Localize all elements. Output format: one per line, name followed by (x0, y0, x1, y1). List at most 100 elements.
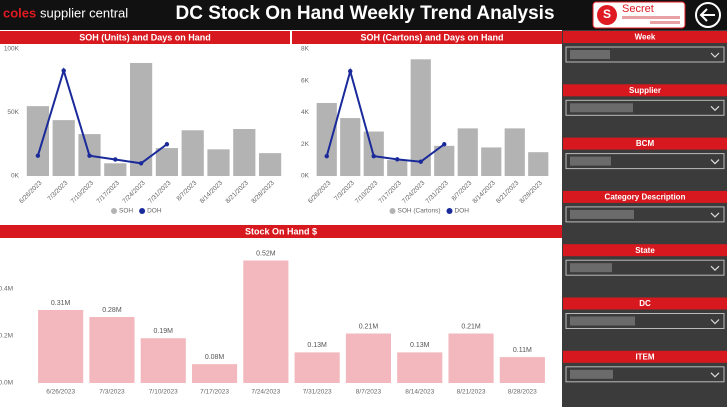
x-tick-label: 7/24/2023 (251, 389, 280, 396)
line-point (324, 153, 329, 159)
value-label: 0.08M (205, 354, 225, 361)
y-tick-label: 0K (301, 173, 310, 180)
filter-header (563, 297, 727, 310)
filter-label: Category Description (605, 193, 686, 202)
bar (233, 129, 256, 176)
bar (191, 364, 238, 383)
bar (130, 62, 153, 176)
y-tick-label: 50K (7, 109, 19, 116)
bar (89, 317, 135, 383)
chart-title: SOH (Units) and Days on Hand (79, 32, 211, 42)
filter-label: Week (635, 33, 656, 42)
dropdown-chevron (710, 159, 720, 165)
value-label: 0.13M (307, 342, 327, 349)
line-point (348, 69, 353, 74)
chart-title-bar (0, 225, 562, 238)
bar (243, 260, 289, 383)
value-label: 0.21M (461, 323, 481, 330)
filter-value-redacted (570, 263, 612, 273)
bar (504, 128, 525, 176)
line-point (395, 157, 400, 162)
bar (207, 149, 230, 176)
bar (345, 333, 392, 383)
filter-label: ITEM (635, 352, 654, 361)
x-tick-label: 7/3/2023 (99, 389, 125, 396)
line-point (164, 142, 170, 147)
filter-header (563, 84, 727, 97)
bar (340, 118, 361, 176)
badge-subline (622, 16, 680, 19)
legend-label: SOH (Cartons) (398, 208, 441, 215)
page-title: DC Stock On Hand Weekly Trend Analysis (175, 3, 554, 24)
filter-dropdown[interactable] (565, 153, 725, 170)
bar (481, 147, 502, 176)
bar (448, 333, 494, 383)
filter-dropdown[interactable] (565, 99, 725, 116)
line-point (113, 157, 118, 162)
line (36, 67, 168, 165)
dropdown-chevron (710, 105, 720, 112)
x-tick-label: 7/31/2023 (303, 389, 332, 396)
line (325, 67, 445, 163)
line-point (442, 142, 447, 147)
x-tick-label: 8/14/2023 (405, 389, 434, 396)
filter-dropdown[interactable] (565, 259, 725, 276)
x-tick-label: 7/17/2023 (200, 389, 229, 396)
filter-dropdown[interactable] (565, 206, 725, 223)
dropdown-chevron (710, 319, 720, 325)
filter-value-redacted (570, 50, 610, 59)
bar (181, 130, 204, 176)
chart-title-bar (292, 31, 562, 44)
bar (457, 128, 478, 176)
filter-value-redacted (570, 369, 613, 379)
y-tick-label: 0K (11, 173, 20, 180)
filter-label: Supplier (629, 86, 661, 95)
bar (104, 163, 127, 176)
value-label: 0.28M (102, 307, 122, 314)
line-point (371, 153, 376, 159)
filter-header (563, 31, 727, 43)
badge-text: Secret (622, 3, 654, 15)
line-point (61, 68, 66, 73)
filter-header (563, 350, 727, 363)
dropdown-chevron (710, 265, 720, 272)
y-tick-label: 0.4M (0, 285, 13, 292)
filter-dropdown[interactable] (565, 46, 725, 63)
y-tick-label: 4K (301, 109, 310, 116)
x-tick-label: 6/26/2023 (46, 389, 75, 396)
legend-label: DOH (147, 208, 162, 215)
logo-brand: coles (3, 5, 36, 20)
x-tick-label: 8/21/2023 (457, 389, 486, 396)
chart-title: Stock On Hand $ (245, 226, 317, 236)
x-tick-label: 8/28/2023 (508, 389, 537, 396)
filter-value-redacted (570, 103, 633, 113)
badge-subline (650, 21, 680, 24)
filter-value-redacted (570, 156, 611, 166)
back-button[interactable] (695, 2, 721, 28)
legend-label: SOH (119, 208, 133, 215)
filter-value-redacted (570, 209, 634, 219)
badge-icon-letter: S (603, 7, 611, 21)
filter-header (563, 137, 727, 150)
value-label: 0.21M (359, 323, 379, 330)
line-point (138, 161, 144, 166)
legend-marker (139, 208, 146, 214)
filter-dropdown[interactable] (565, 313, 725, 329)
line-point (418, 159, 423, 164)
filter-dropdown[interactable] (565, 366, 725, 383)
bar (397, 352, 443, 383)
y-tick-label: 8K (301, 46, 310, 53)
value-label: 0.19M (154, 328, 174, 335)
dropdown-chevron (710, 372, 720, 378)
value-label: 0.31M (51, 300, 71, 307)
bar (294, 352, 340, 383)
filter-label: DC (639, 299, 651, 308)
filter-header (563, 244, 727, 257)
back-arrow (699, 8, 715, 22)
line-point (35, 153, 41, 158)
chart-title-bar (0, 31, 290, 44)
badge-icon (597, 5, 617, 25)
dropdown-chevron (710, 52, 720, 58)
